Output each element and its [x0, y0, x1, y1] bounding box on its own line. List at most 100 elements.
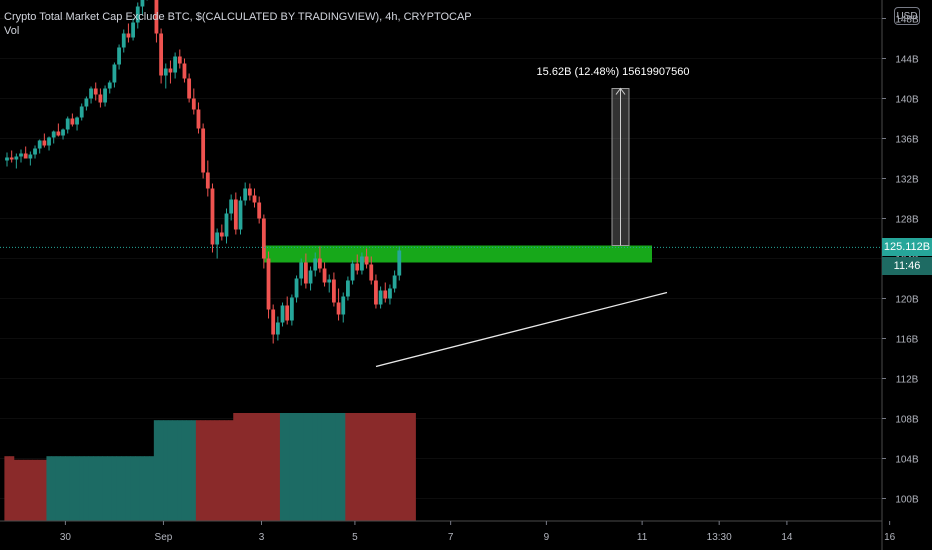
- candle-body: [173, 56, 178, 73]
- volume-bar: [97, 456, 103, 521]
- candle-body: [289, 297, 294, 321]
- volume-bar: [37, 459, 43, 521]
- candle-body: [205, 172, 210, 189]
- candle-body: [75, 117, 79, 125]
- volume-bar: [209, 420, 216, 521]
- candle-body: [51, 131, 56, 138]
- candle-body: [238, 200, 243, 230]
- volume-bar: [163, 420, 169, 521]
- currency-button[interactable]: USD: [894, 7, 920, 25]
- candle-body: [364, 256, 369, 265]
- candle-body: [257, 202, 262, 219]
- resistance-zone-layer[interactable]: [264, 245, 652, 263]
- volume-bar: [396, 413, 402, 521]
- candle-body: [313, 258, 318, 271]
- candle-body: [5, 157, 9, 161]
- volume-bar: [228, 420, 234, 521]
- volume-bar: [284, 413, 290, 521]
- candle-body: [42, 140, 47, 146]
- candle-body: [159, 33, 164, 76]
- candle-body: [355, 263, 360, 271]
- volume-bar: [275, 413, 281, 521]
- candle-body: [397, 250, 402, 276]
- price-tick-label: 148B: [895, 15, 919, 26]
- candle-body: [299, 262, 304, 279]
- volume-bar: [406, 413, 412, 521]
- volume-bar: [4, 456, 10, 521]
- candle-body: [275, 322, 280, 335]
- volume-bar: [69, 456, 75, 521]
- candle-body: [103, 88, 107, 103]
- volume-bar: [242, 413, 248, 521]
- volume-bar: [373, 413, 379, 521]
- volume-bar: [60, 456, 66, 521]
- measure-label: 15.62B (12.48%) 15619907560: [537, 66, 690, 78]
- candle-body: [47, 137, 51, 146]
- volume-bar: [237, 413, 244, 521]
- volume-bar: [265, 413, 272, 521]
- volume-bar: [18, 459, 24, 521]
- volume-bar: [289, 413, 295, 521]
- volume-bar: [107, 456, 113, 521]
- price-tick-label: 112B: [896, 375, 919, 386]
- candle-body: [229, 199, 234, 214]
- candle-body: [233, 199, 238, 230]
- candle-body: [140, 0, 145, 7]
- candle-body: [37, 140, 42, 149]
- volume-bar: [13, 459, 19, 521]
- volume-bar: [130, 456, 136, 521]
- price-tick-label: 128B: [895, 215, 919, 226]
- time-axis[interactable]: 30 Sep 3 5 7 9 11 13:30 14 16: [0, 520, 896, 543]
- current-price-label: 125.112B: [882, 238, 932, 257]
- candle-body: [93, 88, 98, 95]
- candle-body: [79, 106, 84, 118]
- volume-bar: [410, 413, 416, 521]
- volume-bar: [46, 456, 52, 521]
- price-tick-label: 108B: [895, 415, 919, 426]
- volume-bar: [359, 413, 365, 521]
- time-tick-label: 11: [637, 532, 648, 543]
- candle-body: [131, 22, 135, 38]
- volume-bar: [261, 413, 267, 521]
- candle-body: [271, 309, 276, 335]
- candle-body: [327, 279, 332, 283]
- candle-body: [9, 157, 14, 160]
- bar-countdown-label: 11:46: [882, 257, 932, 276]
- volume-bar: [172, 420, 178, 521]
- drawings[interactable]: 15.62B (12.48%) 15619907560: [0, 66, 882, 368]
- candle-body: [117, 47, 121, 65]
- volume-bar: [121, 456, 127, 521]
- candle-body: [182, 63, 187, 79]
- candle-body: [252, 195, 257, 203]
- volume-bar: [177, 420, 183, 521]
- volume-bar: [200, 420, 206, 521]
- candle-body: [388, 288, 392, 299]
- volume-bar: [149, 456, 155, 521]
- candle-body: [346, 280, 350, 297]
- volume-bar: [102, 456, 108, 521]
- candle-body: [280, 305, 285, 323]
- volume-bar: [144, 456, 150, 521]
- candle-body: [383, 290, 388, 299]
- candle-body: [341, 296, 346, 315]
- price-tick-label: 120B: [895, 295, 919, 306]
- volume-indicator-label[interactable]: Vol: [4, 25, 20, 37]
- candle-body: [392, 275, 397, 289]
- volume-bar: [125, 456, 132, 521]
- candle-body: [374, 280, 378, 305]
- volume-bar: [186, 420, 192, 521]
- candle-body: [187, 78, 192, 99]
- volume-bar: [378, 413, 384, 521]
- volume-bar: [27, 459, 33, 521]
- volume-bar: [312, 413, 318, 521]
- time-tick-label: 30: [60, 532, 72, 543]
- volume-bar: [79, 456, 85, 521]
- volume-bar: [9, 456, 15, 521]
- candle-body: [266, 258, 271, 310]
- candle-body: [107, 82, 112, 89]
- candles: [5, 0, 402, 344]
- candle-body: [360, 256, 364, 271]
- time-tick-label: 7: [448, 532, 454, 543]
- volume-bar: [349, 413, 356, 521]
